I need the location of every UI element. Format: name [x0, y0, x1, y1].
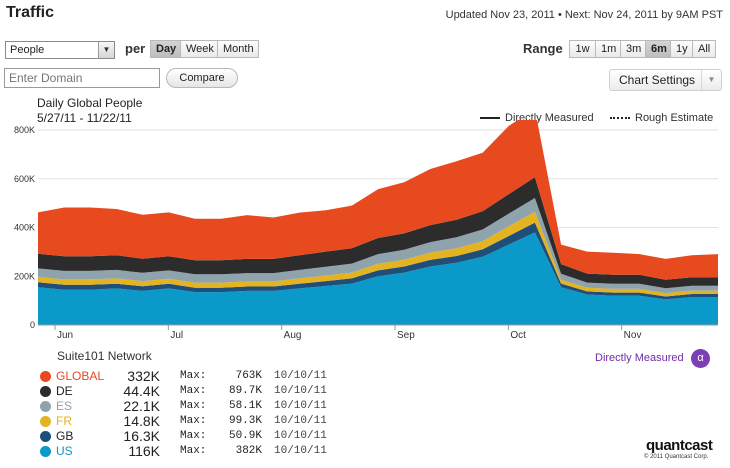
area-de[interactable] — [38, 177, 718, 289]
legend-name: FR — [56, 414, 72, 428]
y-tick-label: 600K — [14, 174, 35, 184]
quantcast-logo[interactable]: quantcast — [646, 437, 713, 454]
legend-max: 763K — [235, 370, 262, 382]
range-all-button[interactable]: All — [692, 40, 716, 58]
x-tick-label: Jun — [57, 330, 73, 341]
x-tick-label: Nov — [624, 330, 642, 341]
legend-date: 10/10/11 — [274, 400, 327, 412]
range-6m-button[interactable]: 6m — [645, 40, 671, 58]
legend-name: US — [56, 444, 73, 458]
es-dot-icon — [40, 401, 51, 412]
copyright: © 2011 Quantcast Corp. — [644, 454, 709, 460]
legend-max: 99.3K — [228, 415, 262, 427]
max-label: Max: — [180, 370, 207, 382]
update-info: Updated Nov 23, 2011 • Next: Nov 24, 201… — [445, 9, 723, 21]
legend-value: 16.3K — [123, 428, 160, 444]
chart-settings-button[interactable]: Chart Settings ▼ — [609, 69, 722, 91]
dotted-line-icon — [610, 117, 630, 119]
x-tick-label: Oct — [510, 330, 526, 341]
legend-date: 10/10/11 — [274, 430, 327, 442]
global-dot-icon — [40, 371, 51, 382]
de-dot-icon — [40, 386, 51, 397]
range-label: Range — [523, 41, 563, 56]
x-tick-label: Sep — [397, 330, 415, 341]
legend-name: DE — [56, 384, 73, 398]
legend-max: 58.1K — [228, 400, 262, 412]
chart-axes: 0 200K 400K 600K 800K Jun Jul Aug Sep Oct Nov — [14, 125, 718, 341]
y-tick-label: 200K — [14, 271, 35, 281]
y-tick-label: 0 — [30, 320, 35, 330]
chart-date-range: 5/27/11 - 11/22/11 — [37, 111, 132, 125]
gb-dot-icon — [40, 431, 51, 442]
y-tick-label: 800K — [14, 125, 35, 135]
legend-max: 50.9K — [228, 430, 262, 442]
metric-select[interactable]: People ▼ — [5, 41, 115, 59]
area-global[interactable] — [38, 120, 718, 280]
fr-dot-icon — [40, 416, 51, 427]
legend-name: GB — [56, 429, 74, 443]
legend-date: 10/10/11 — [274, 445, 327, 457]
legend-name: GLOBAL — [56, 369, 105, 383]
legend-rough-estimate-label: Rough Estimate — [635, 112, 714, 124]
per-day-button[interactable]: Day — [150, 40, 181, 58]
max-label: Max: — [180, 430, 207, 442]
per-label: per — [125, 41, 146, 56]
range-1w-button[interactable]: 1w — [569, 40, 596, 58]
range-1y-button[interactable]: 1y — [670, 40, 693, 58]
legend-max: 89.7K — [228, 385, 262, 397]
legend-date: 10/10/11 — [274, 370, 327, 382]
chevron-down-icon[interactable]: ▼ — [701, 70, 721, 90]
per-month-button[interactable]: Month — [217, 40, 259, 58]
max-label: Max: — [180, 385, 207, 397]
x-tick-label: Jul — [170, 330, 183, 341]
legend-value: 14.8K — [123, 413, 160, 429]
legend-date: 10/10/11 — [274, 415, 327, 427]
per-week-button[interactable]: Week — [180, 40, 218, 58]
range-3m-button[interactable]: 3m — [620, 40, 646, 58]
metric-select-value: People — [10, 44, 45, 56]
network-label: Suite101 Network — [57, 349, 152, 363]
legend-max: 382K — [235, 445, 262, 457]
legend-date: 10/10/11 — [274, 385, 327, 397]
traffic-chart[interactable]: 0 200K 400K 600K 800K Jun Jul Aug Sep Oct Nov — [0, 120, 730, 345]
y-tick-label: 400K — [14, 223, 35, 233]
area-us[interactable] — [38, 232, 718, 325]
legend-value: 332K — [127, 368, 160, 384]
alpha-badge-icon[interactable]: α — [691, 349, 710, 368]
chevron-down-icon[interactable]: ▼ — [98, 42, 114, 58]
range-1m-button[interactable]: 1m — [595, 40, 621, 58]
x-tick-label: Aug — [284, 330, 302, 341]
solid-line-icon — [480, 117, 500, 119]
max-label: Max: — [180, 445, 207, 457]
directly-measured-link[interactable]: Directly Measured — [595, 352, 684, 364]
chart-settings-label: Chart Settings — [619, 73, 696, 87]
legend-value: 22.1K — [123, 398, 160, 414]
legend-rough-estimate: Rough Estimate — [610, 112, 713, 124]
page-title: Traffic — [6, 4, 55, 21]
legend-value: 116K — [128, 443, 160, 459]
us-dot-icon — [40, 446, 51, 457]
chart-areas — [38, 120, 718, 325]
legend-value: 44.4K — [123, 383, 160, 399]
per-toggle: Day Week Month — [150, 40, 259, 58]
compare-button[interactable]: Compare — [166, 68, 238, 88]
chart-title: Daily Global People — [37, 96, 143, 110]
legend-name: ES — [56, 399, 73, 413]
range-toggle: 1w 1m 3m 6m 1y All — [569, 40, 716, 58]
domain-input[interactable] — [4, 68, 160, 88]
max-label: Max: — [180, 400, 207, 412]
max-label: Max: — [180, 415, 207, 427]
